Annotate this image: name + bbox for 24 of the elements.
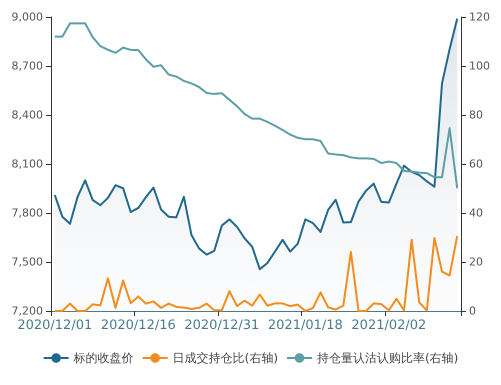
y2-tick-label: 20 (469, 256, 484, 268)
line-series (54, 235, 458, 312)
y-tick-label: 7,500 (12, 256, 43, 268)
x-tick-label: 2020/12/01 (17, 318, 92, 333)
legend-label: 持仓量认沽认购比率(右轴) (317, 351, 458, 365)
y2-tick-label: 120 (469, 10, 490, 24)
y-tick-label: 8,100 (12, 158, 43, 170)
y-tick-label: 7,800 (12, 206, 43, 220)
y2-tick-label: 0 (469, 304, 476, 318)
x-tick-label: 2021/02/02 (351, 318, 426, 333)
line-series (54, 22, 458, 190)
y2-tick-label: 100 (469, 60, 490, 72)
y-tick-label: 8,400 (12, 108, 43, 122)
legend-label: 日成交持仓比(右轴) (172, 351, 278, 365)
y2-tick-label: 40 (469, 206, 484, 220)
legend-label: 标的收盘价 (72, 351, 134, 365)
y-tick-label: 7,200 (12, 304, 43, 318)
y2-tick-label: 80 (469, 108, 484, 122)
y-tick-label: 8,700 (12, 60, 43, 72)
x-tick-label: 2020/12/31 (184, 318, 260, 333)
y-tick-label: 9,000 (12, 10, 43, 24)
x-tick-label: 2021/01/18 (268, 318, 343, 333)
y2-tick-label: 60 (469, 158, 484, 170)
x-tick-label: 2020/12/16 (100, 318, 176, 333)
